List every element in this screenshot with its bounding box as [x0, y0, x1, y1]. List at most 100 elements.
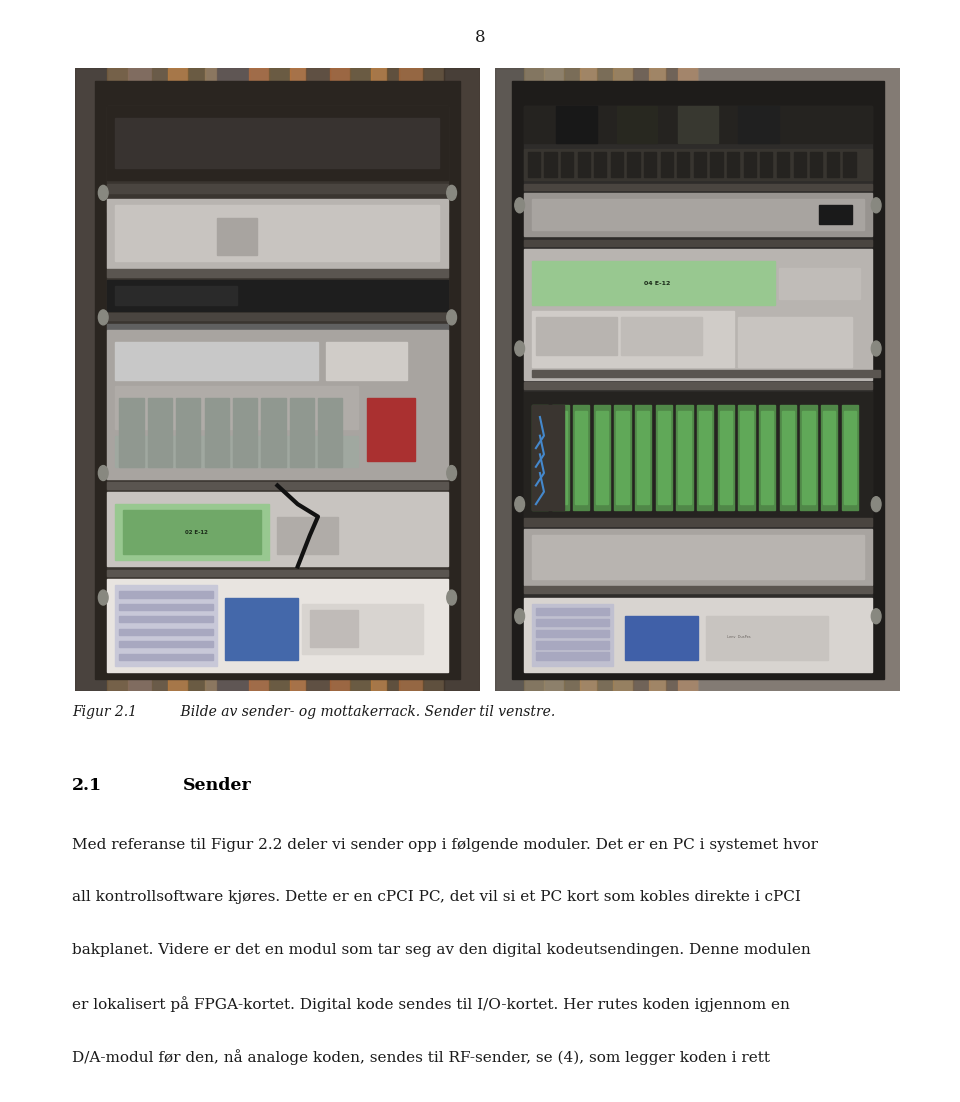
Bar	[524, 381, 872, 389]
Bar	[524, 106, 872, 672]
Bar	[761, 411, 773, 505]
Bar	[534, 411, 546, 505]
Bar	[614, 404, 631, 510]
Text: Bilde av sender- og mottakerrack. Sender til venstre.: Bilde av sender- og mottakerrack. Sender…	[163, 705, 556, 720]
Bar	[678, 106, 718, 143]
Bar	[740, 411, 753, 505]
Bar	[108, 324, 447, 329]
Bar	[710, 152, 723, 177]
Bar	[306, 68, 330, 691]
Bar	[637, 411, 649, 505]
Bar	[108, 570, 447, 575]
Circle shape	[515, 497, 524, 511]
Text: D/A-modul før den, nå analoge koden, sendes til RF-sender, se (4), som legger ko: D/A-modul før den, nå analoge koden, sen…	[72, 1049, 770, 1065]
Circle shape	[872, 198, 881, 213]
Circle shape	[872, 497, 881, 511]
Bar	[115, 205, 440, 261]
Bar	[524, 529, 872, 585]
Circle shape	[98, 465, 108, 480]
Bar	[115, 287, 237, 305]
Bar	[310, 611, 358, 647]
Bar	[644, 152, 657, 177]
Bar	[810, 152, 823, 177]
Bar	[678, 68, 698, 691]
Bar	[277, 517, 338, 554]
Bar	[633, 68, 649, 691]
Text: 02 E-12: 02 E-12	[185, 530, 208, 534]
Bar	[573, 404, 589, 510]
Bar	[532, 199, 864, 230]
Bar	[75, 68, 108, 691]
Bar	[803, 411, 815, 505]
Bar	[233, 398, 257, 467]
Bar	[217, 68, 249, 691]
Bar	[616, 411, 629, 505]
Circle shape	[446, 590, 457, 605]
Bar	[794, 152, 805, 177]
Bar	[727, 152, 739, 177]
Bar	[225, 597, 298, 660]
Bar	[524, 68, 544, 691]
Text: Med referanse til Figur 2.2 deler vi sender opp i følgende moduler. Det er en PC: Med referanse til Figur 2.2 deler vi sen…	[72, 838, 818, 852]
Bar	[301, 604, 423, 653]
Bar	[706, 616, 828, 660]
Bar	[399, 68, 423, 691]
Bar	[536, 317, 617, 355]
Bar	[108, 491, 447, 566]
Bar	[204, 68, 217, 691]
Circle shape	[872, 341, 881, 356]
Bar	[124, 510, 261, 554]
Bar	[555, 411, 566, 505]
Bar	[694, 152, 706, 177]
Circle shape	[446, 465, 457, 480]
Bar	[536, 652, 609, 660]
Bar	[536, 607, 609, 615]
Bar	[524, 239, 872, 246]
Bar	[617, 106, 658, 143]
Bar	[326, 343, 407, 380]
Circle shape	[446, 310, 457, 325]
Bar	[108, 269, 447, 277]
Bar	[148, 398, 172, 467]
Bar	[330, 68, 350, 691]
Circle shape	[515, 608, 524, 624]
Circle shape	[515, 341, 524, 356]
Bar	[249, 68, 270, 691]
Bar	[844, 411, 856, 505]
Bar	[524, 184, 872, 190]
Bar	[842, 404, 858, 510]
Circle shape	[98, 185, 108, 201]
Text: er lokalisert på FPGA-kortet. Digital kode sendes til I/O-kortet. Her rutes kode: er lokalisert på FPGA-kortet. Digital ko…	[72, 996, 790, 1012]
Bar	[553, 404, 568, 510]
Bar	[612, 68, 633, 691]
Bar	[594, 152, 607, 177]
Bar	[524, 518, 872, 526]
Bar	[204, 398, 228, 467]
Bar	[759, 404, 776, 510]
Bar	[658, 411, 670, 505]
Bar	[119, 653, 212, 660]
Bar	[108, 313, 447, 321]
Bar	[656, 404, 672, 510]
Bar	[524, 597, 872, 672]
Bar	[699, 411, 711, 505]
Bar	[536, 641, 609, 649]
Bar	[128, 68, 152, 691]
Bar	[679, 411, 690, 505]
Bar	[738, 404, 755, 510]
Bar	[760, 152, 773, 177]
Bar	[677, 152, 689, 177]
Bar	[738, 317, 852, 367]
Bar	[524, 149, 872, 181]
Bar	[665, 68, 678, 691]
Bar	[350, 68, 371, 691]
Bar	[578, 152, 589, 177]
Bar	[821, 404, 837, 510]
Bar	[119, 616, 212, 623]
Bar	[781, 411, 794, 505]
Bar	[115, 343, 318, 380]
Bar	[649, 68, 665, 691]
Bar	[115, 386, 358, 430]
Bar	[780, 404, 796, 510]
Bar	[188, 68, 204, 691]
